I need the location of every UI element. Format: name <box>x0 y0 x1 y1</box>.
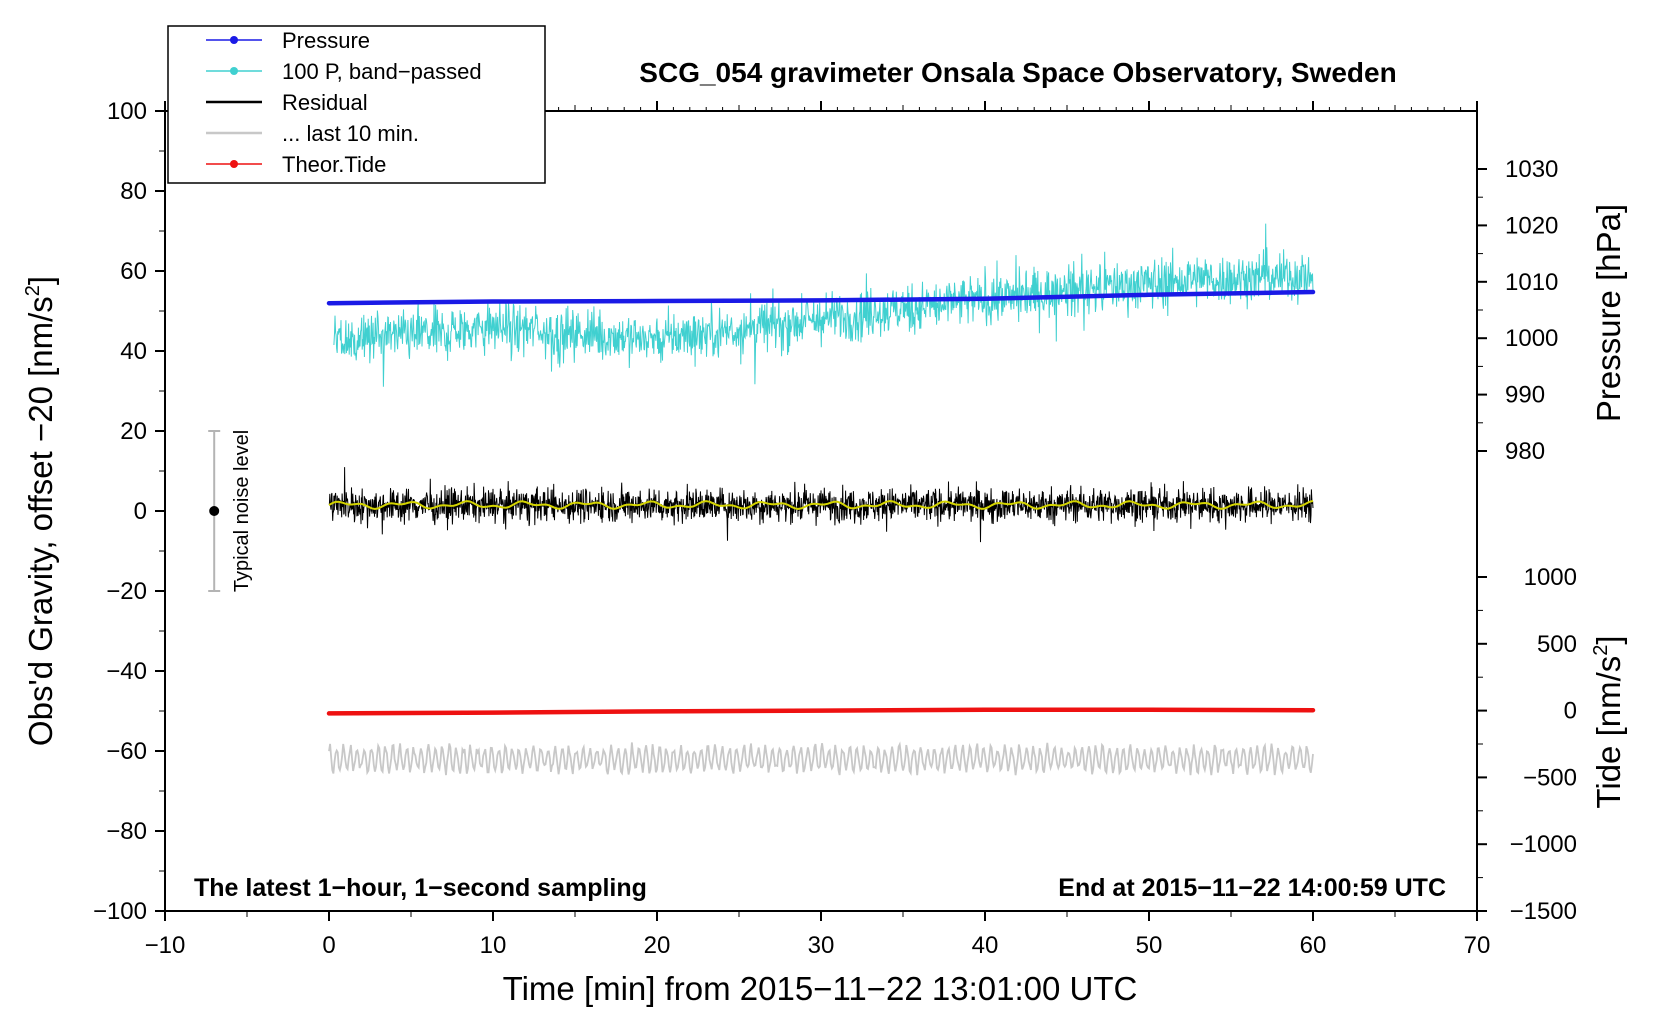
pressure-tick-label: 980 <box>1505 438 1545 465</box>
x-tick-label: 70 <box>1464 932 1491 959</box>
series-layer <box>326 223 1316 777</box>
pressure-tick-label: 1030 <box>1505 156 1558 183</box>
tide-tick-label: 0 <box>1564 698 1577 725</box>
y-tick-label: 60 <box>120 258 147 285</box>
noise-bar-label: Typical noise level <box>231 430 253 592</box>
axis-layer: −10 0 10 20 30 40 50 60 70100806040200−20−40−60−… <box>93 98 1577 959</box>
legend-entry-label: 100 P, band−passed <box>282 59 482 84</box>
legend-entry-label: Pressure <box>282 28 370 53</box>
annotation-right: End at 2015−11−22 14:00:59 UTC <box>1058 874 1446 902</box>
series-band-passed <box>333 223 1314 387</box>
series-residual-smoothed <box>328 499 1314 511</box>
x-tick-label: 10 <box>480 932 507 959</box>
y-tick-label: −100 <box>93 898 147 925</box>
y-axis-title-sup: 2 <box>22 285 44 296</box>
y-tick-label: 100 <box>107 98 147 125</box>
y-tick-label: −80 <box>106 818 147 845</box>
noise-bar: Typical noise level <box>208 430 253 592</box>
tide-tick-label: −1500 <box>1510 898 1577 925</box>
x-tick-label: 50 <box>1136 932 1163 959</box>
series-pressure <box>326 289 1316 306</box>
y-tick-label: −40 <box>106 658 147 685</box>
legend-swatch-marker <box>230 67 238 75</box>
pressure-tick-label: 1020 <box>1505 212 1558 239</box>
legend-swatch-marker <box>230 160 238 168</box>
series-residual <box>328 467 1314 543</box>
y-tick-label: −60 <box>106 738 147 765</box>
legend-entry-label: Residual <box>282 90 368 115</box>
x-tick-label: 60 <box>1300 932 1327 959</box>
y-tick-label: −20 <box>106 578 147 605</box>
legend-box <box>167 25 546 184</box>
tide-axis-title-main: Tide [nm/s <box>1590 656 1627 809</box>
pressure-axis-title: Pressure [hPa] <box>1590 204 1627 422</box>
tide-axis-title-end: ] <box>1590 635 1627 644</box>
series-theor-tide <box>326 707 1316 716</box>
y-tick-label: 80 <box>120 178 147 205</box>
y-axis-title: Obs'd Gravity, offset −20 [nm/s2] <box>22 276 59 746</box>
x-axis-title: Time [min] from 2015−11−22 13:01:00 UTC <box>503 970 1138 1007</box>
tide-tick-label: 1000 <box>1524 564 1577 591</box>
legend-entry-label: ... last 10 min. <box>282 121 419 146</box>
y-tick-label: 0 <box>134 498 147 525</box>
y-tick-label: 20 <box>120 418 147 445</box>
tide-tick-label: −1000 <box>1510 831 1577 858</box>
y-tick-label: 40 <box>120 338 147 365</box>
annotation-left: The latest 1−hour, 1−second sampling <box>194 874 647 902</box>
y-axis-title-main: Obs'd Gravity, offset −20 [nm/s <box>22 296 59 746</box>
tide-tick-label: −500 <box>1523 764 1577 791</box>
tide-axis-title: Tide [nm/s2] <box>1590 635 1627 808</box>
x-tick-label: 0 <box>322 932 335 959</box>
pressure-tick-label: 990 <box>1505 382 1545 409</box>
legend-entry-label: Theor.Tide <box>282 152 386 177</box>
x-tick-label: −10 <box>145 932 186 959</box>
pressure-tick-label: 1000 <box>1505 325 1558 352</box>
legend-swatch-marker <box>230 36 238 44</box>
pressure-tick-label: 1010 <box>1505 269 1558 296</box>
tide-axis-title-sup: 2 <box>1590 645 1612 656</box>
chart-title: SCG_054 gravimeter Onsala Space Observat… <box>639 57 1396 88</box>
x-tick-label: 30 <box>808 932 835 959</box>
series-last-10-min <box>328 741 1314 777</box>
x-tick-label: 40 <box>972 932 999 959</box>
legend: Pressure 100 P, band−passed Residual ... la… <box>167 25 546 184</box>
noise-bar-center-point <box>209 506 220 516</box>
y-axis-title-end: ] <box>22 276 59 285</box>
tide-tick-label: 500 <box>1537 631 1577 658</box>
x-tick-label: 20 <box>644 932 671 959</box>
